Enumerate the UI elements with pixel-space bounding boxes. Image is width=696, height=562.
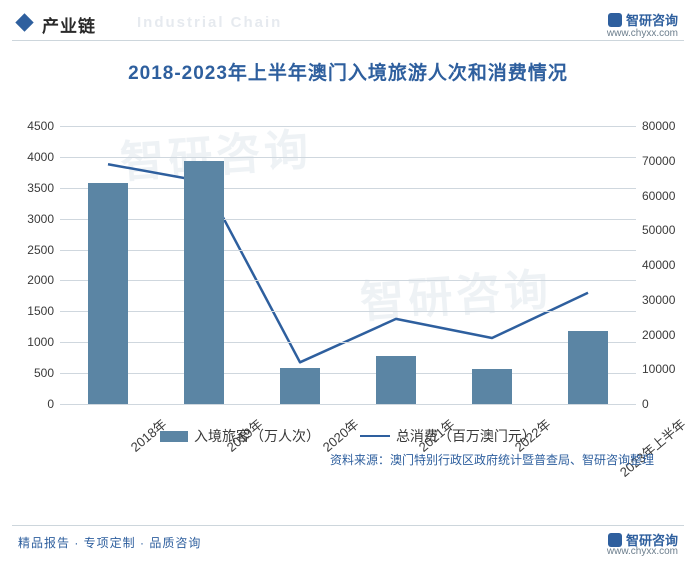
bar <box>280 368 320 404</box>
chart-panel: 2018-2023年上半年澳门入境旅游人次和消费情况 0500100015002… <box>20 52 676 512</box>
y-axis-left-tick: 3000 <box>27 212 54 226</box>
line-series <box>108 164 588 362</box>
source-note: 资料来源：澳门特别行政区政府统计暨普查局、智研咨询整理 <box>330 451 654 468</box>
legend-swatch-line <box>360 435 390 437</box>
bar <box>568 331 608 404</box>
brand-url: www.chyxx.com <box>607 28 678 39</box>
y-axis-left-tick: 0 <box>47 397 54 411</box>
y-axis-right-tick: 30000 <box>642 293 675 307</box>
y-axis-left-tick: 1000 <box>27 335 54 349</box>
y-axis-right-tick: 0 <box>642 397 649 411</box>
brand-name: 智研咨询 <box>608 10 678 29</box>
section-label-ghost: Industrial Chain <box>137 14 282 31</box>
y-axis-left-tick: 500 <box>34 366 54 380</box>
brand-logo-icon <box>608 533 622 547</box>
footer-bar: 精品报告 · 专项定制 · 品质咨询 智研咨询 www.chyxx.com <box>12 525 684 556</box>
brand-name-text: 智研咨询 <box>626 13 678 28</box>
header-diamond-icon <box>15 13 33 31</box>
plot-area: 0500100015002000250030003500400045000100… <box>60 126 636 404</box>
legend-label-bar: 入境旅客（万人次） <box>194 428 320 444</box>
chart-title: 2018-2023年上半年澳门入境旅游人次和消费情况 <box>20 58 676 85</box>
y-axis-left-tick: 4500 <box>27 119 54 133</box>
y-axis-left-tick: 3500 <box>27 181 54 195</box>
x-axis-tick: 2023年上半年 <box>615 414 689 481</box>
y-axis-right-tick: 80000 <box>642 119 675 133</box>
y-axis-right-tick: 40000 <box>642 258 675 272</box>
gridline <box>60 404 636 405</box>
y-axis-left-tick: 1500 <box>27 304 54 318</box>
gridline <box>60 157 636 158</box>
y-axis-right-tick: 10000 <box>642 362 675 376</box>
chart-screenshot: 智研咨询 智研咨询 产业链 Industrial Chain 智研咨询 www.… <box>0 0 696 562</box>
gridline <box>60 342 636 343</box>
bar <box>88 183 128 404</box>
y-axis-left-tick: 2000 <box>27 273 54 287</box>
gridline <box>60 188 636 189</box>
legend-label-line: 总消费（百万澳门元） <box>396 428 536 444</box>
legend-item-bar: 入境旅客（万人次） <box>160 426 320 446</box>
brand-logo-icon <box>608 13 622 27</box>
line-series-svg <box>60 126 636 404</box>
legend: 入境旅客（万人次） 总消费（百万澳门元） <box>20 426 676 446</box>
y-axis-right-tick: 70000 <box>642 154 675 168</box>
gridline <box>60 311 636 312</box>
section-label: 产业链 <box>42 12 96 37</box>
plot-inner: 0500100015002000250030003500400045000100… <box>60 126 636 404</box>
gridline <box>60 250 636 251</box>
legend-swatch-bar <box>160 431 188 442</box>
bar <box>376 356 416 404</box>
footer-tagline: 精品报告 · 专项定制 · 品质咨询 <box>18 534 201 551</box>
gridline <box>60 373 636 374</box>
y-axis-right-tick: 50000 <box>642 223 675 237</box>
gridline <box>60 280 636 281</box>
header-bar: 产业链 Industrial Chain 智研咨询 www.chyxx.com <box>12 10 684 41</box>
y-axis-left-tick: 2500 <box>27 243 54 257</box>
gridline <box>60 126 636 127</box>
y-axis-right-tick: 60000 <box>642 189 675 203</box>
legend-item-line: 总消费（百万澳门元） <box>360 426 536 446</box>
bar <box>472 369 512 404</box>
footer-url: www.chyxx.com <box>607 546 678 557</box>
y-axis-left-tick: 4000 <box>27 150 54 164</box>
gridline <box>60 219 636 220</box>
y-axis-right-tick: 20000 <box>642 328 675 342</box>
bar <box>184 161 224 404</box>
